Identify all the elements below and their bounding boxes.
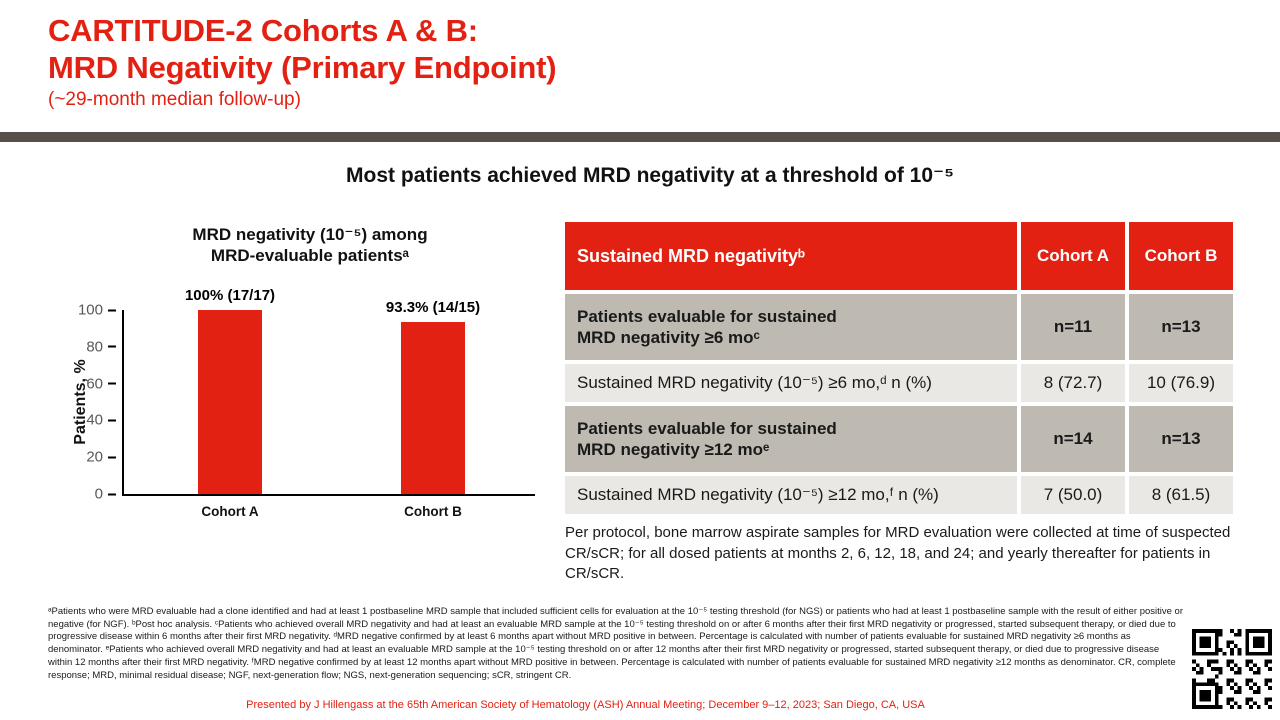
y-axis-tick: 40 (60, 412, 116, 429)
table-cell: n=11 (1021, 294, 1125, 360)
bar-group-cohort-a: 100% (17/17) Cohort A (185, 287, 275, 519)
y-axis-tick: 20 (60, 449, 116, 466)
y-axis-tick: 60 (60, 375, 116, 392)
y-tick-label: 80 (86, 338, 103, 356)
x-axis-category-label: Cohort B (404, 504, 462, 519)
table-header-label: Sustained MRD negativityᵇ (565, 222, 1017, 290)
table-cell: 7 (50.0) (1021, 476, 1125, 514)
table-cell: 8 (72.7) (1021, 364, 1125, 402)
y-tick-label: 20 (86, 448, 103, 466)
table-note: Per protocol, bone marrow aspirate sampl… (565, 524, 1231, 583)
table-header-cohort-a: Cohort A (1021, 222, 1125, 290)
y-tick-mark (108, 309, 116, 311)
table-cell: Sustained MRD negativity (10⁻⁵) ≥12 mo,ᶠ… (565, 476, 1017, 514)
bar-chart: MRD negativity (10⁻⁵) among MRD-evaluabl… (60, 224, 540, 536)
slide-title-line1: CARTITUDE-2 Cohorts A & B: (48, 13, 478, 48)
y-axis-tick: 80 (60, 338, 116, 355)
table-cell: 10 (76.9) (1129, 364, 1233, 402)
table-cell: Patients evaluable for sustained MRD neg… (565, 294, 1017, 360)
table-cell: n=14 (1021, 406, 1125, 472)
table-header-cohort-b: Cohort B (1129, 222, 1233, 290)
sustained-mrd-table: Sustained MRD negativityᵇ Cohort A Cohor… (565, 222, 1233, 514)
y-tick-label: 60 (86, 375, 103, 393)
header-divider-rule (0, 132, 1280, 142)
bar-value-label: 100% (17/17) (184, 287, 276, 304)
right-column: Sustained MRD negativityᵇ Cohort A Cohor… (565, 222, 1233, 585)
chart-title: MRD negativity (10⁻⁵) among MRD-evaluabl… (192, 225, 428, 266)
slide-header: CARTITUDE-2 Cohorts A & B: MRD Negativit… (48, 12, 1148, 111)
table-cell: n=13 (1129, 294, 1233, 360)
y-tick-label: 40 (86, 411, 103, 429)
table-cell: Patients evaluable for sustained MRD neg… (565, 406, 1017, 472)
table-cell: Sustained MRD negativity (10⁻⁵) ≥6 mo,ᵈ … (565, 364, 1017, 402)
y-axis-tick: 100 (60, 302, 116, 319)
bar-cohort-a (198, 310, 262, 494)
y-tick-mark (108, 493, 116, 495)
table-cell: n=13 (1129, 406, 1233, 472)
y-tick-label: 0 (94, 485, 103, 503)
y-tick-mark (108, 382, 116, 385)
bar-cohort-b (401, 322, 465, 494)
presentation-credit: Presented by J Hillengass at the 65th Am… (246, 699, 925, 711)
y-axis-label: Patients, % (72, 359, 89, 445)
qr-code (1192, 629, 1272, 709)
slide-title-line2: MRD Negativity (Primary Endpoint) (48, 50, 557, 86)
y-axis-tick: 0 (60, 486, 116, 503)
slide-subtitle: (~29-month median follow-up) (48, 89, 301, 111)
y-tick-mark (108, 345, 116, 348)
x-axis-category-label: Cohort A (201, 504, 259, 519)
table-cell: 8 (61.5) (1129, 476, 1233, 514)
key-message-headline: Most patients achieved MRD negativity at… (346, 164, 954, 187)
bar-value-label: 93.3% (14/15) (385, 299, 481, 317)
y-tick-mark (108, 419, 116, 422)
bar-group-cohort-b: 93.3% (14/15) Cohort B (386, 299, 480, 519)
footnotes: ᵃPatients who were MRD evaluable had a c… (48, 606, 1183, 681)
y-tick-mark (108, 456, 116, 459)
y-tick-label: 100 (77, 301, 103, 319)
plot-area: 100% (17/17) Cohort A 93.3% (14/15) Coho… (78, 287, 535, 519)
